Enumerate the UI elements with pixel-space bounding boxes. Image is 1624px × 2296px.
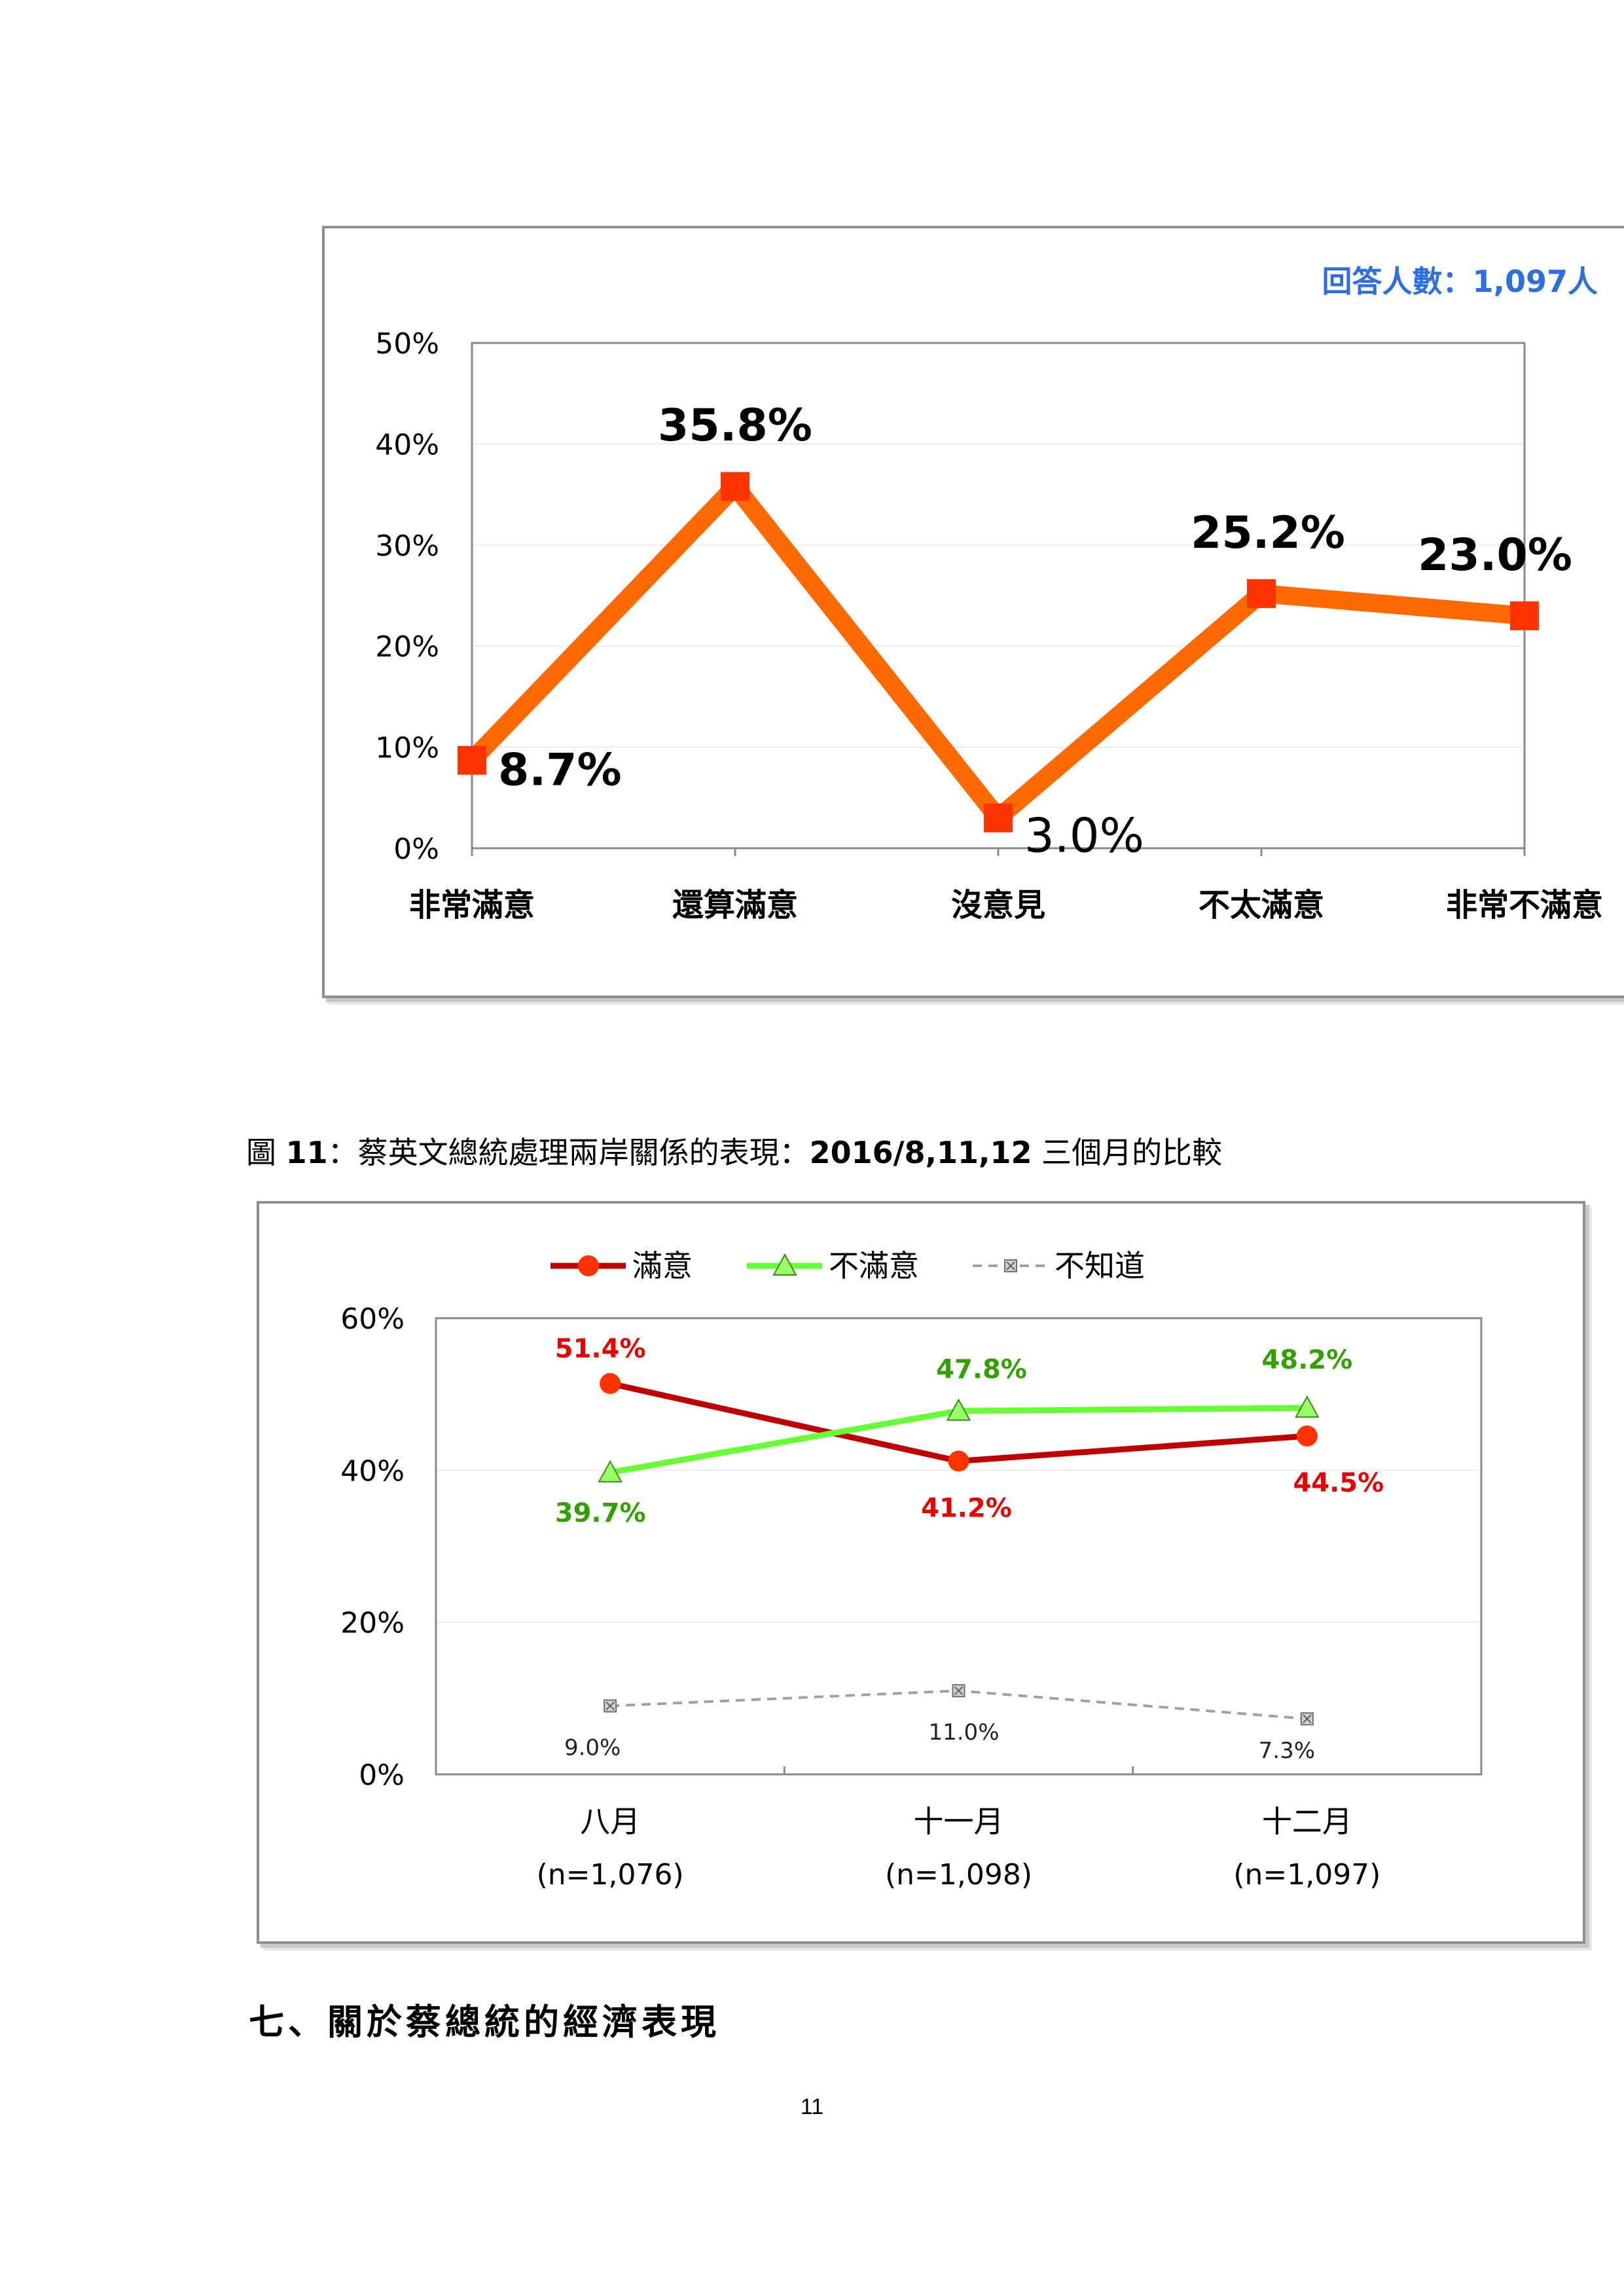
data-point-marker	[600, 1372, 621, 1394]
y-tick-label: 0%	[359, 1759, 405, 1792]
y-tick-label: 60%	[340, 1302, 405, 1336]
data-point-marker	[948, 1450, 969, 1472]
x-category-label: 十二月	[1262, 1804, 1352, 1839]
legend-marker	[772, 1253, 797, 1276]
data-point-marker	[946, 1398, 971, 1421]
x-category-label: 非常不滿意	[1446, 887, 1603, 924]
data-point-marker	[1510, 601, 1539, 630]
legend-label: 滿意	[632, 1248, 693, 1283]
x-category-sample-size: (n=1,098)	[885, 1858, 1032, 1892]
caption-title: ：蔡英文總統處理兩岸關係的表現：	[327, 1135, 810, 1170]
x-category-label: 不太滿意	[1199, 887, 1324, 924]
page-number: 11	[800, 2094, 824, 2119]
chart1-frame: 回答人數：1,097人 0% 10% 20% 30% 40% 50% 8.7% 非常滿意 35.8…	[322, 226, 1624, 998]
satisfaction-distribution-chart: 回答人數：1,097人 0% 10% 20% 30% 40% 50% 8.7% 非常滿意 35.8…	[375, 264, 1603, 924]
data-point-marker	[1247, 579, 1276, 608]
data-point-marker	[1295, 1395, 1320, 1418]
data-label: 51.4%	[555, 1334, 646, 1364]
y-tick-label: 10%	[375, 732, 439, 765]
series-line	[465, 472, 1526, 831]
y-tick-label: 0%	[393, 833, 439, 866]
legend-label: 不知道	[1055, 1248, 1145, 1283]
y-tick-label: 50%	[375, 327, 439, 361]
data-label: 39.7%	[555, 1498, 646, 1528]
data-label: 9.0%	[564, 1734, 621, 1761]
y-tick-label: 30%	[375, 529, 439, 563]
data-point-marker	[458, 745, 486, 775]
data-label: 3.0%	[1024, 808, 1144, 863]
legend-marker	[578, 1255, 599, 1276]
x-category-sample-size: (n=1,076)	[537, 1858, 684, 1892]
figure-caption: 圖 11：蔡英文總統處理兩岸關係的表現：2016/8,11,12 三個月的比較	[246, 1129, 1222, 1172]
caption-prefix: 圖	[246, 1135, 286, 1170]
y-tick-label: 40%	[375, 428, 439, 461]
respondent-count-label: 回答人數：1,097人	[1322, 264, 1598, 299]
three-month-comparison-chart: 0% 20% 40% 60% 八月 (n=1,076) 十一月 (n=1,098) 十二月 (n=…	[340, 1248, 1483, 1892]
x-category-label: 還算滿意	[672, 887, 798, 924]
data-label: 7.3%	[1259, 1738, 1315, 1764]
y-tick-label: 40%	[340, 1454, 405, 1488]
chart2-frame: 0% 20% 40% 60% 八月 (n=1,076) 十一月 (n=1,098) 十二月 (n=…	[257, 1201, 1585, 1944]
legend-label: 不滿意	[829, 1248, 919, 1283]
data-point-marker-cross	[605, 1701, 615, 1711]
plot-area-border	[435, 1317, 1483, 1776]
section-heading: 七、關於蔡總統的經濟表現	[249, 2001, 720, 2043]
data-point-marker	[984, 803, 1013, 833]
data-label: 47.8%	[936, 1355, 1027, 1385]
data-label: 41.2%	[921, 1493, 1012, 1523]
caption-dates: 2016/8,11,12	[809, 1135, 1032, 1170]
y-tick-label: 20%	[340, 1607, 405, 1640]
data-label: 11.0%	[928, 1719, 999, 1746]
data-label: 35.8%	[658, 400, 812, 452]
caption-suffix: 三個月的比較	[1032, 1135, 1223, 1170]
data-point-marker	[721, 472, 749, 501]
data-point-marker	[1296, 1426, 1318, 1447]
data-label: 48.2%	[1261, 1345, 1352, 1375]
x-category-label: 沒意見	[951, 887, 1045, 924]
series-line-1	[609, 1380, 1308, 1464]
x-category-label: 八月	[580, 1804, 640, 1839]
legend-marker-cross	[1006, 1261, 1015, 1270]
data-label: 44.5%	[1293, 1468, 1384, 1498]
x-category-sample-size: (n=1,097)	[1233, 1858, 1380, 1892]
caption-number: 11	[285, 1135, 328, 1170]
data-label: 25.2%	[1191, 507, 1345, 559]
x-category-label: 十一月	[914, 1804, 1004, 1839]
data-point-marker-cross	[1303, 1714, 1312, 1723]
data-point-marker	[598, 1460, 623, 1482]
data-label: 23.0%	[1418, 529, 1572, 581]
x-category-label: 非常滿意	[409, 887, 535, 924]
y-tick-label: 20%	[375, 630, 439, 664]
data-label: 8.7%	[498, 745, 622, 797]
data-point-marker-cross	[954, 1686, 964, 1695]
